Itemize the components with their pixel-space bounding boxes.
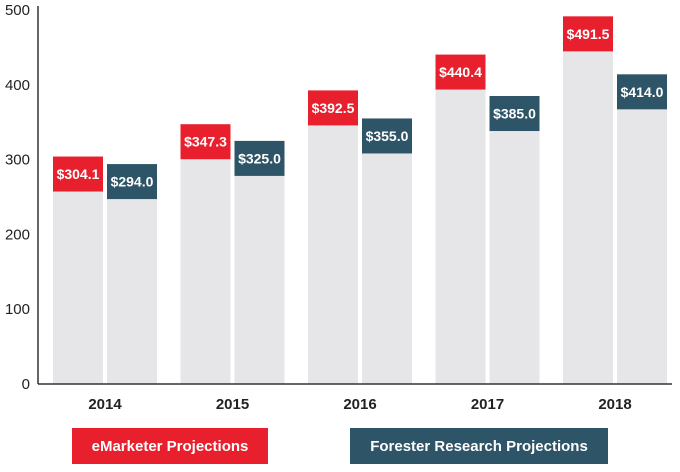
x-tick-label-2015: 2015: [216, 396, 249, 413]
value-label-forester-2017: $385.0: [493, 106, 536, 122]
value-label-emarketer-2017: $440.4: [439, 64, 482, 80]
value-label-forester-2016: $355.0: [366, 128, 409, 144]
bar-emarketer-2015: [180, 124, 231, 384]
x-tick-label-2018: 2018: [598, 396, 631, 413]
legend-emarketer: eMarketer Projections: [72, 428, 268, 464]
value-tag-emarketer-2014: [53, 156, 103, 192]
bar-emarketer-2018: [563, 16, 613, 384]
bar-emarketer-2014: [53, 156, 103, 384]
value-label-emarketer-2015: $347.3: [184, 134, 227, 150]
value-label-emarketer-2014: $304.1: [57, 166, 100, 182]
bar-emarketer-2016: [308, 90, 358, 384]
y-tick-label-400: 400: [5, 77, 30, 94]
y-tick-label-200: 200: [5, 226, 30, 243]
y-tick-label-100: 100: [5, 301, 30, 318]
bar-forester-2014: [107, 164, 157, 384]
value-label-forester-2018: $414.0: [621, 84, 664, 100]
y-tick-label-0: 0: [22, 376, 30, 393]
bar-forester-2016: [362, 118, 412, 385]
value-tag-forester-2017: [489, 96, 540, 132]
bar-forester-2017: [489, 96, 540, 385]
value-tag-emarketer-2015: [180, 124, 231, 160]
x-tick-label-2016: 2016: [343, 396, 376, 413]
y-tick-label-300: 300: [5, 152, 30, 169]
value-label-forester-2015: $325.0: [238, 150, 281, 166]
value-label-emarketer-2018: $491.5: [567, 26, 610, 42]
x-tick-label-2014: 2014: [88, 396, 122, 413]
value-tag-forester-2014: [107, 164, 157, 200]
legend-forester: Forester Research Projections: [350, 428, 608, 464]
value-tag-forester-2018: [617, 74, 667, 110]
value-tag-emarketer-2016: [308, 90, 358, 126]
bar-forester-2015: [234, 140, 285, 384]
y-tick-label-500: 500: [5, 2, 30, 19]
bar-emarketer-2017: [435, 54, 486, 384]
value-tag-emarketer-2017: [435, 54, 486, 90]
value-tag-forester-2016: [362, 118, 412, 154]
value-tag-forester-2015: [234, 140, 285, 176]
value-tag-emarketer-2018: [563, 16, 613, 52]
bar-forester-2018: [617, 74, 667, 384]
x-tick-label-2017: 2017: [471, 396, 504, 413]
value-label-emarketer-2016: $392.5: [312, 100, 355, 116]
value-label-forester-2014: $294.0: [111, 174, 154, 190]
